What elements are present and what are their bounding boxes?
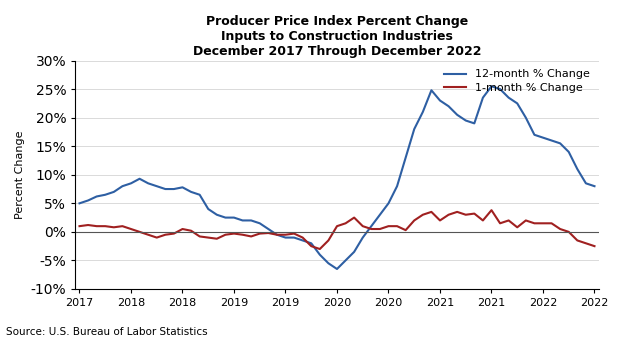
12-month % Change	[196, 193, 203, 197]
12-month % Change	[178, 185, 186, 189]
Y-axis label: Percent Change: Percent Change	[15, 131, 25, 219]
Line: 1-month % Change: 1-month % Change	[79, 210, 595, 249]
12-month % Change	[359, 236, 366, 240]
12-month % Change	[76, 201, 83, 205]
Legend: 12-month % Change, 1-month % Change: 12-month % Change, 1-month % Change	[441, 66, 593, 96]
1-month % Change	[539, 221, 547, 225]
1-month % Change	[178, 227, 186, 231]
1-month % Change	[359, 224, 366, 228]
1-month % Change	[488, 208, 495, 212]
1-month % Change	[316, 247, 324, 251]
1-month % Change	[256, 232, 263, 236]
Text: Source: U.S. Bureau of Labor Statistics: Source: U.S. Bureau of Labor Statistics	[6, 327, 208, 337]
1-month % Change	[76, 224, 83, 228]
12-month % Change	[539, 136, 547, 140]
1-month % Change	[591, 244, 598, 248]
1-month % Change	[393, 224, 401, 228]
1-month % Change	[196, 234, 203, 238]
12-month % Change	[591, 184, 598, 188]
12-month % Change	[256, 221, 263, 225]
12-month % Change	[393, 184, 401, 188]
12-month % Change	[488, 84, 495, 88]
Line: 12-month % Change: 12-month % Change	[79, 86, 595, 269]
12-month % Change	[333, 267, 341, 271]
Title: Producer Price Index Percent Change
Inputs to Construction Industries
December 2: Producer Price Index Percent Change Inpu…	[193, 15, 481, 58]
